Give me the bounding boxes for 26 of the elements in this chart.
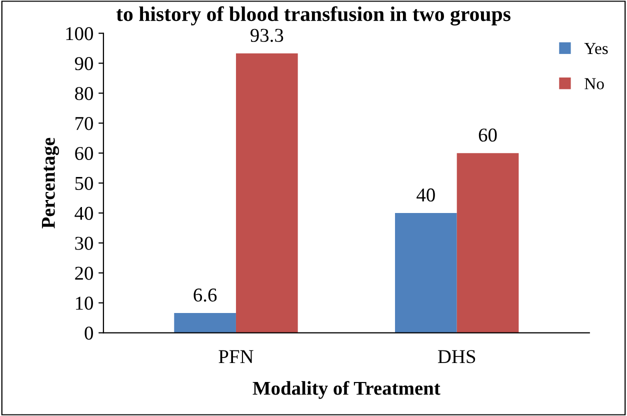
y-tick-label: 20	[75, 266, 93, 280]
legend-label: No	[584, 78, 604, 90]
x-tick-label: DHS	[438, 350, 476, 364]
data-label: 60	[478, 128, 497, 142]
y-tick-label: 40	[74, 206, 93, 220]
y-tick-label: 10	[76, 296, 93, 310]
y-tick-label: 0	[84, 326, 93, 340]
data-label: 93.3	[250, 28, 284, 42]
x-tick-label: PFN	[218, 350, 254, 363]
y-tick-label: 30	[75, 236, 93, 250]
x-axis-title: Modality of Treatment	[252, 380, 440, 399]
y-tick-label: 90	[74, 57, 93, 70]
data-label: 6.6	[194, 288, 217, 302]
bar	[395, 212, 457, 333]
y-tick-label: 50	[75, 176, 93, 190]
y-tick-label: 70	[76, 116, 93, 130]
chart-title: to history of blood transfusion in two groups	[116, 6, 510, 26]
y-tick-label: 100	[66, 27, 93, 40]
y-tick-label: 60	[75, 146, 93, 160]
y-axis-title: Percentage	[42, 138, 60, 228]
y-tick-label: 80	[75, 87, 93, 100]
bar	[456, 153, 519, 333]
bar	[174, 313, 236, 333]
data-label: 40	[416, 188, 435, 202]
bar	[236, 53, 298, 333]
legend-label: Yes	[584, 43, 608, 54]
